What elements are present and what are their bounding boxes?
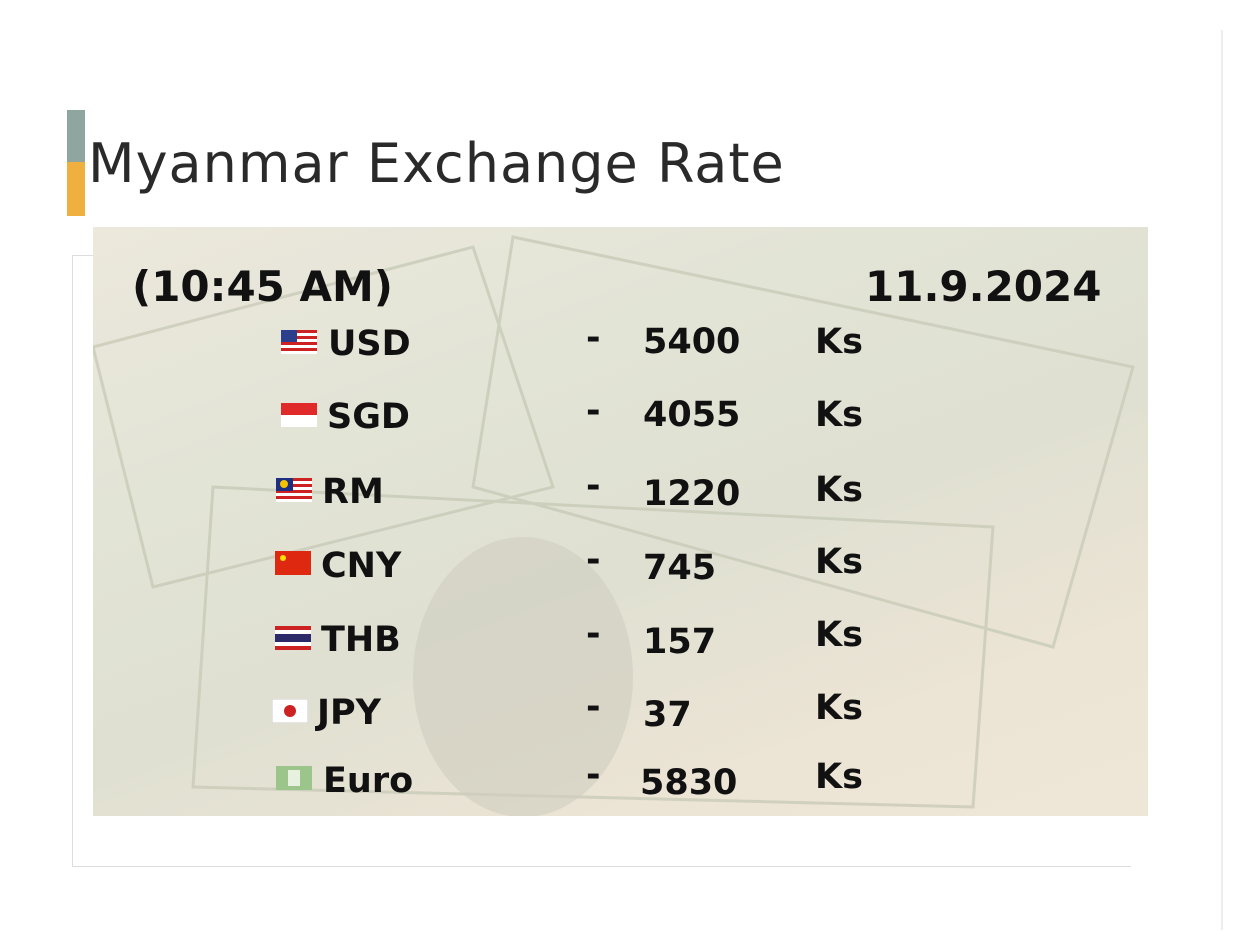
separator: - xyxy=(586,391,601,431)
unit: Ks xyxy=(815,615,863,655)
rate: 5400 xyxy=(643,322,741,362)
unit: Ks xyxy=(815,542,863,582)
separator: - xyxy=(586,466,601,506)
currency: CNY xyxy=(321,546,402,586)
currency: USD xyxy=(328,324,411,364)
rate: 5830 xyxy=(640,763,738,803)
rate: 4055 xyxy=(643,395,741,435)
unit: Ks xyxy=(815,757,863,797)
accent-top xyxy=(67,110,85,162)
flag-sg xyxy=(281,403,317,427)
unit: Ks xyxy=(815,395,863,435)
rate: 37 xyxy=(643,695,692,735)
unit: Ks xyxy=(815,688,863,728)
separator: - xyxy=(586,318,601,358)
separator: - xyxy=(586,540,601,580)
unit: Ks xyxy=(815,470,863,510)
title: Myanmar Exchange Rate xyxy=(88,132,785,195)
edge-line xyxy=(1221,30,1223,930)
background-panel xyxy=(93,227,1148,816)
money-art xyxy=(93,235,1135,816)
flag-cn xyxy=(275,551,311,575)
date: 11.9.2024 xyxy=(865,262,1102,311)
flag-euro-note xyxy=(276,766,312,790)
separator: - xyxy=(586,687,601,727)
currency: SGD xyxy=(327,397,410,437)
unit: Ks xyxy=(815,322,863,362)
currency: Euro xyxy=(323,761,414,801)
rate: 157 xyxy=(643,622,717,662)
flag-th xyxy=(275,626,311,650)
rate: 1220 xyxy=(643,474,741,514)
currency: JPY xyxy=(317,693,382,733)
separator: - xyxy=(586,755,601,795)
separator: - xyxy=(586,614,601,654)
rate: 745 xyxy=(643,548,717,588)
time: (10:45 AM) xyxy=(132,262,394,311)
flag-my xyxy=(276,478,312,502)
currency: THB xyxy=(321,620,401,660)
currency: RM xyxy=(322,472,384,512)
flag-us xyxy=(281,330,317,354)
accent-bottom xyxy=(67,162,85,216)
flag-jp xyxy=(272,699,308,723)
